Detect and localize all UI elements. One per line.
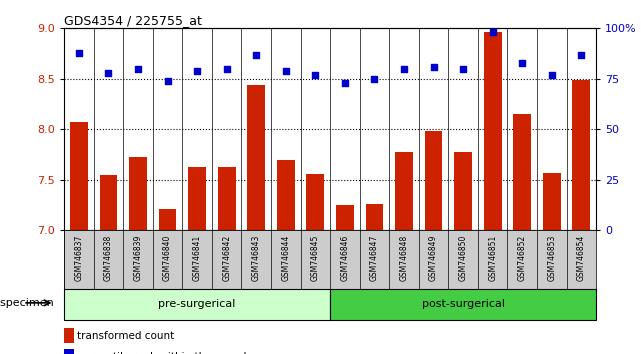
Point xyxy=(310,72,320,78)
Bar xyxy=(336,205,354,230)
Bar xyxy=(159,209,176,230)
Text: GSM746843: GSM746843 xyxy=(252,235,261,281)
Point xyxy=(74,50,84,55)
Point xyxy=(458,66,468,72)
Bar xyxy=(306,173,324,230)
Point xyxy=(428,64,438,69)
Point xyxy=(576,52,587,57)
Point xyxy=(547,72,557,78)
Text: GSM746853: GSM746853 xyxy=(547,235,556,281)
Text: GSM746852: GSM746852 xyxy=(518,235,527,281)
Bar xyxy=(425,131,442,230)
Text: GSM746840: GSM746840 xyxy=(163,235,172,281)
Text: GSM746846: GSM746846 xyxy=(340,235,349,281)
Bar xyxy=(454,153,472,230)
Bar xyxy=(395,153,413,230)
Text: GSM746851: GSM746851 xyxy=(488,235,497,281)
Bar xyxy=(64,349,74,354)
Text: GSM746844: GSM746844 xyxy=(281,235,290,281)
Bar xyxy=(188,166,206,230)
Bar xyxy=(64,328,74,343)
Text: GSM746838: GSM746838 xyxy=(104,235,113,281)
Point xyxy=(488,29,498,35)
Text: GSM746839: GSM746839 xyxy=(133,235,142,281)
Text: GSM746849: GSM746849 xyxy=(429,235,438,281)
Bar xyxy=(277,160,295,230)
Bar xyxy=(365,204,383,230)
Bar xyxy=(513,114,531,230)
Text: GSM746848: GSM746848 xyxy=(399,235,408,281)
Point xyxy=(103,70,113,75)
Point xyxy=(517,60,528,65)
Text: GSM746854: GSM746854 xyxy=(577,235,586,281)
Point xyxy=(340,80,350,86)
Text: pre-surgerical: pre-surgerical xyxy=(158,299,236,309)
Bar xyxy=(64,289,330,320)
Point xyxy=(192,68,203,74)
Bar xyxy=(99,175,117,230)
Point xyxy=(281,68,291,74)
Text: GSM746850: GSM746850 xyxy=(458,235,468,281)
Bar xyxy=(330,289,596,320)
Bar xyxy=(484,32,501,230)
Text: post-surgerical: post-surgerical xyxy=(422,299,504,309)
Bar xyxy=(218,166,235,230)
Text: GDS4354 / 225755_at: GDS4354 / 225755_at xyxy=(64,14,202,27)
Text: GSM746847: GSM746847 xyxy=(370,235,379,281)
Text: transformed count: transformed count xyxy=(78,331,174,341)
Bar xyxy=(129,158,147,230)
Point xyxy=(162,78,172,84)
Text: GSM746837: GSM746837 xyxy=(74,235,83,281)
Text: GSM746841: GSM746841 xyxy=(192,235,202,281)
Bar xyxy=(247,85,265,230)
Point xyxy=(369,76,379,81)
Point xyxy=(399,66,409,72)
Bar xyxy=(572,80,590,230)
Point xyxy=(222,66,232,72)
Text: GSM746845: GSM746845 xyxy=(311,235,320,281)
Bar xyxy=(70,122,88,230)
Text: GSM746842: GSM746842 xyxy=(222,235,231,281)
Point xyxy=(133,66,143,72)
Text: percentile rank within the sample: percentile rank within the sample xyxy=(78,352,253,354)
Point xyxy=(251,52,262,57)
Bar xyxy=(543,173,561,230)
Text: specimen: specimen xyxy=(1,298,58,308)
